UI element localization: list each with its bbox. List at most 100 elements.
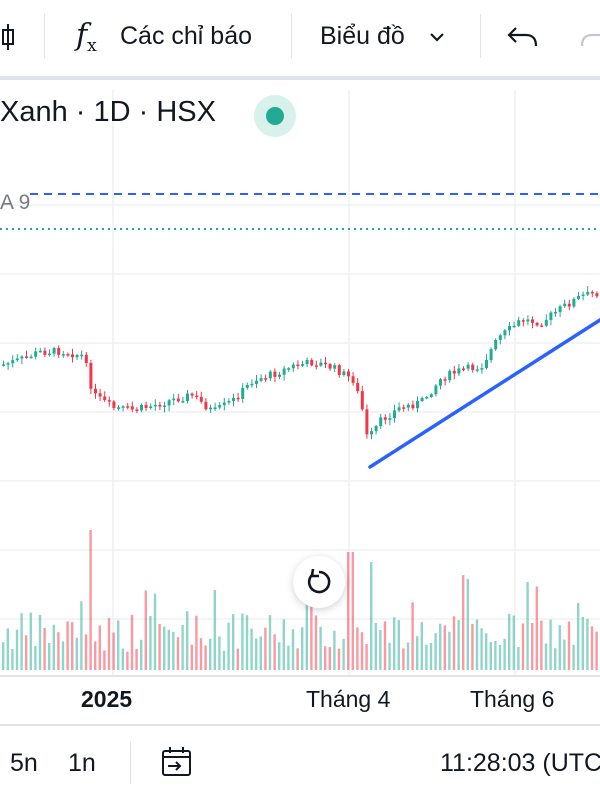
candle-body — [144, 404, 148, 409]
candle-body — [75, 354, 79, 358]
volume-bar — [172, 631, 175, 670]
candle-body — [130, 406, 134, 410]
volume-bar — [360, 632, 364, 670]
volume-bar — [75, 637, 78, 670]
candle-body — [250, 383, 254, 386]
volume-bar — [43, 627, 46, 670]
candle-body — [305, 359, 309, 365]
candle-body — [232, 397, 235, 401]
range-1-year-button[interactable]: 1n — [68, 749, 96, 777]
candle-body — [38, 350, 42, 353]
market-status-indicator[interactable] — [254, 95, 296, 137]
candle-body — [301, 364, 304, 366]
go-to-date-icon[interactable] — [160, 745, 194, 779]
volume-bar — [347, 552, 350, 670]
candle-body — [365, 409, 369, 435]
volume-bar — [190, 644, 193, 670]
reset-chart-button[interactable] — [293, 556, 345, 608]
candle-body — [558, 306, 562, 312]
indicators-button[interactable]: fx Các chỉ báo — [70, 14, 270, 60]
volume-bar — [425, 644, 428, 670]
candle-body — [429, 394, 433, 397]
candle-body — [393, 410, 396, 419]
volume-bar — [98, 625, 101, 670]
candle-body — [29, 356, 33, 359]
candle-body — [535, 322, 539, 326]
candle-body — [172, 398, 176, 401]
volume-bar — [393, 617, 396, 670]
candle-body — [347, 371, 350, 377]
symbol-legend[interactable]: Xanh · 1D · HSX — [0, 96, 216, 128]
candle-body — [439, 379, 442, 386]
candle-body — [517, 320, 521, 326]
candle-body — [291, 364, 295, 369]
candle-body — [278, 374, 281, 377]
volume-bar — [356, 627, 359, 670]
volume-bar — [420, 622, 423, 670]
candle-body — [195, 395, 199, 398]
candle-body — [526, 319, 530, 322]
volume-bar — [521, 623, 525, 670]
candle-body — [149, 406, 153, 409]
candle-body — [480, 368, 484, 370]
volume-bar — [66, 621, 69, 670]
volume-bar — [466, 578, 469, 670]
volume-bar — [176, 637, 180, 670]
volume-bar — [503, 638, 506, 670]
chart-type-button[interactable]: Biểu đồ — [310, 14, 460, 60]
candle-body — [140, 404, 143, 411]
volume-bar — [181, 624, 184, 670]
candle-body — [508, 326, 511, 331]
volume-bar — [153, 593, 157, 670]
volume-bar — [429, 642, 433, 670]
candlestick-icon[interactable] — [0, 22, 20, 52]
toolbar-divider — [0, 76, 600, 80]
candle-body — [255, 380, 258, 384]
volume-bar — [84, 634, 88, 670]
volume-bar — [406, 642, 410, 670]
candle-body — [43, 350, 47, 355]
candle-body — [420, 398, 424, 402]
volume-bar — [80, 601, 83, 670]
volume-bar — [117, 620, 120, 670]
candle-body — [443, 379, 447, 381]
price-chart[interactable] — [0, 80, 600, 680]
clock-timezone[interactable]: 11:28:03 (UTC — [440, 749, 600, 777]
candle-body — [406, 404, 410, 408]
candle-body — [379, 417, 383, 426]
candle-body — [328, 363, 332, 369]
candle-body — [319, 362, 323, 366]
candle-body — [199, 396, 203, 402]
volume-bar — [383, 621, 387, 670]
candle-body — [388, 418, 392, 420]
volume-bar — [186, 611, 189, 670]
candle-body — [34, 351, 38, 357]
volume-bar — [232, 614, 235, 670]
volume-bar — [402, 648, 405, 670]
candle-body — [521, 320, 525, 322]
candle-body — [153, 404, 157, 407]
volume-bar — [512, 615, 515, 670]
range-5-years-button[interactable]: 5n — [10, 749, 38, 777]
candle-body — [462, 368, 465, 370]
candle-body — [135, 409, 139, 411]
candle-body — [273, 371, 277, 377]
chart-type-label: Biểu đồ — [320, 22, 405, 50]
candle-body — [20, 356, 24, 359]
undo-icon[interactable] — [506, 22, 540, 52]
volume-bar — [554, 648, 557, 670]
candle-body — [540, 325, 544, 327]
candle-body — [158, 404, 162, 407]
volume-bar — [333, 630, 336, 670]
toolbar-separator — [291, 14, 292, 58]
redo-icon[interactable] — [578, 22, 600, 52]
volume-bar — [535, 586, 538, 670]
x-tick-thang-4: Tháng 4 — [306, 686, 391, 712]
volume-bar — [222, 650, 226, 670]
volume-bar — [379, 630, 382, 670]
volume-bar — [370, 562, 373, 670]
candle-body — [227, 400, 231, 403]
volume-bar — [48, 643, 51, 670]
volume-bar — [218, 636, 221, 670]
candle-body — [572, 298, 576, 307]
